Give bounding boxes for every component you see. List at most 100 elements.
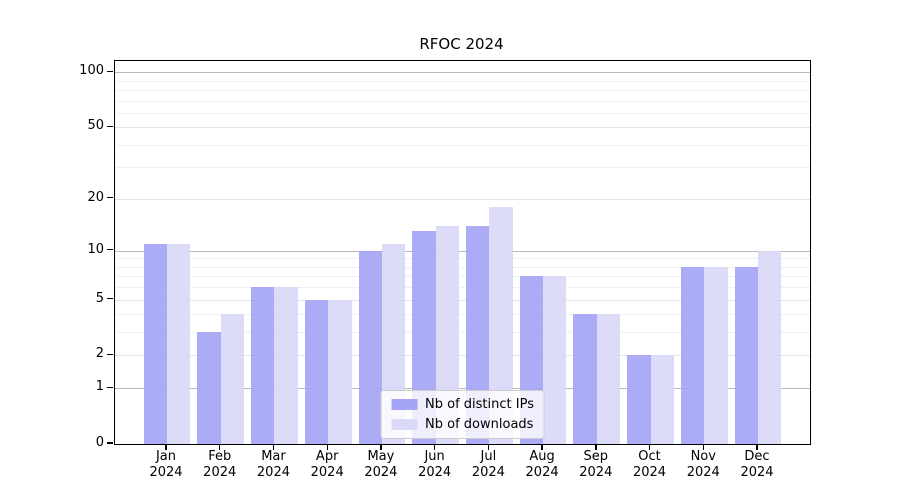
x-tick-month: Jan — [155, 449, 177, 464]
gridline-minor — [115, 112, 810, 114]
x-tick-mark — [541, 444, 543, 450]
bar-sep-downloads — [596, 314, 621, 444]
x-tick-label: Feb 2024 — [203, 449, 236, 481]
x-tick-label: Aug 2024 — [526, 449, 559, 481]
x-tick-year: 2024 — [364, 465, 398, 480]
gridline-minor — [115, 100, 810, 102]
x-tick-year: 2024 — [525, 465, 559, 480]
gridline-minor — [115, 144, 810, 146]
y-tick-mark — [107, 249, 113, 251]
x-tick-month: Mar — [261, 449, 286, 464]
legend-item-distinct-ips: Nb of distinct IPs — [391, 397, 534, 412]
gridline-minor — [115, 332, 810, 334]
y-tick-mark — [107, 70, 113, 72]
x-tick-month: Nov — [690, 449, 716, 464]
bar-dec-downloads — [758, 250, 782, 444]
bar-nov-distinct-ips — [680, 266, 705, 444]
y-tick-mark — [107, 125, 113, 127]
legend-label-downloads: Nb of downloads — [425, 417, 534, 432]
x-tick-month: Feb — [208, 449, 232, 464]
x-tick-month: Oct — [638, 449, 661, 464]
bar-aug-downloads — [543, 276, 567, 444]
chart-title: RFOC 2024 — [419, 35, 504, 53]
x-tick-label: Jun 2024 — [418, 449, 451, 481]
bar-mar-downloads — [274, 287, 298, 444]
x-tick-month: Sep — [583, 449, 609, 464]
y-tick-mark — [107, 442, 113, 444]
legend-item-downloads: Nb of downloads — [391, 417, 534, 432]
y-tick-label: 1 — [95, 379, 104, 395]
x-tick-mark — [595, 444, 597, 450]
bar-sep-distinct-ips — [573, 314, 597, 444]
x-tick-year: 2024 — [418, 465, 452, 480]
x-tick-month: Jul — [480, 449, 497, 464]
x-tick-month: Jun — [424, 449, 445, 464]
gridline — [115, 127, 810, 129]
gridline-minor — [115, 258, 810, 260]
x-tick-year: 2024 — [310, 465, 344, 480]
gridline — [115, 250, 810, 252]
bar-jul-downloads — [489, 206, 513, 444]
gridline — [115, 388, 810, 390]
bar-apr-distinct-ips — [304, 299, 329, 444]
x-tick-label: May 2024 — [364, 449, 397, 481]
x-tick-month: Dec — [744, 449, 770, 464]
x-tick-year: 2024 — [471, 465, 505, 480]
x-tick-mark — [648, 444, 651, 450]
x-tick-year: 2024 — [256, 465, 290, 480]
x-tick-year: 2024 — [203, 465, 237, 480]
plot-area: Nb of distinct IPs Nb of downloads — [114, 60, 811, 445]
gridline — [115, 72, 810, 74]
x-tick-mark — [756, 444, 758, 450]
x-tick-label: Jul 2024 — [472, 449, 505, 481]
x-tick-month: Aug — [529, 449, 555, 464]
x-tick-label: Oct 2024 — [633, 449, 666, 481]
gridline-minor — [115, 287, 810, 289]
bar-oct-distinct-ips — [627, 355, 651, 444]
x-tick-mark — [219, 444, 221, 450]
x-tick-year: 2024 — [149, 465, 183, 480]
y-tick-label: 2 — [95, 346, 104, 362]
bar-nov-downloads — [704, 266, 728, 444]
gridline — [115, 355, 810, 357]
x-tick-month: May — [367, 449, 395, 464]
y-tick-mark — [107, 298, 113, 300]
bar-jul-distinct-ips — [465, 225, 490, 444]
gridline-minor — [115, 314, 810, 316]
bar-may-distinct-ips — [358, 250, 382, 444]
y-tick-mark — [107, 197, 113, 199]
x-tick-year: 2024 — [686, 465, 720, 480]
y-tick-label: 5 — [95, 290, 104, 306]
x-tick-label: Jan 2024 — [149, 449, 182, 481]
x-tick-mark — [165, 444, 167, 450]
x-tick-mark — [380, 444, 382, 450]
gridline — [115, 198, 810, 200]
bar-mar-distinct-ips — [251, 287, 275, 444]
x-tick-mark — [702, 444, 704, 450]
bar-oct-downloads — [650, 355, 674, 444]
gridline-minor — [115, 276, 810, 278]
bar-dec-distinct-ips — [734, 266, 758, 444]
bar-apr-downloads — [328, 299, 352, 444]
gridline-minor — [115, 167, 810, 169]
x-tick-mark — [326, 444, 328, 450]
x-tick-label: Sep 2024 — [579, 449, 612, 481]
x-tick-year: 2024 — [579, 465, 613, 480]
x-tick-mark — [434, 444, 436, 450]
x-tick-mark — [487, 444, 490, 450]
legend-label-distinct-ips: Nb of distinct IPs — [425, 397, 534, 412]
x-tick-label: Apr 2024 — [311, 449, 344, 481]
gridline-minor — [115, 80, 810, 82]
y-tick-label: 20 — [87, 189, 104, 205]
bar-jan-downloads — [167, 243, 191, 444]
y-tick-label: 10 — [87, 241, 104, 257]
gridline-minor — [115, 266, 810, 268]
x-tick-label: Nov 2024 — [687, 449, 720, 481]
legend: Nb of distinct IPs Nb of downloads — [380, 390, 545, 439]
legend-swatch-distinct-ips — [391, 399, 418, 410]
x-tick-label: Dec 2024 — [740, 449, 773, 481]
bar-feb-downloads — [220, 314, 245, 444]
y-tick-label: 100 — [79, 63, 104, 79]
bar-jan-distinct-ips — [143, 243, 167, 444]
